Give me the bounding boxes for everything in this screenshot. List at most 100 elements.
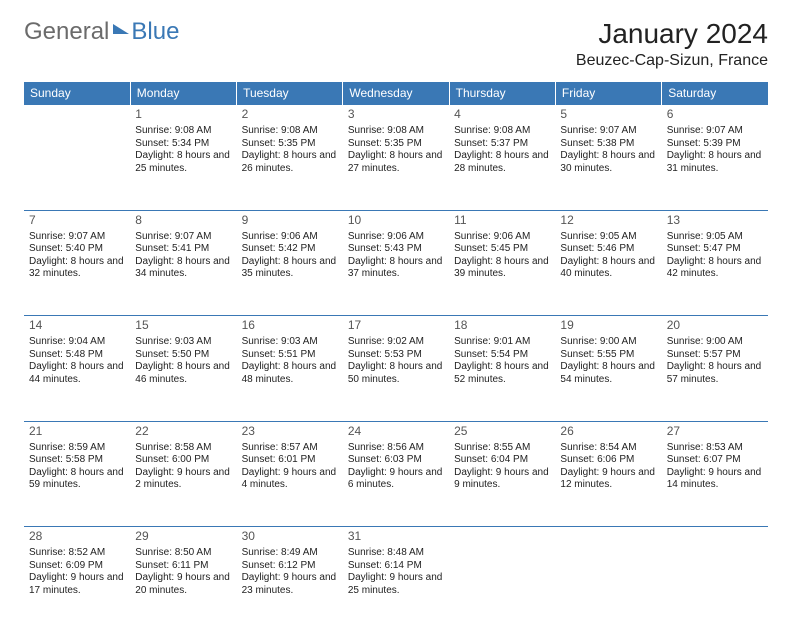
day-number-cell: 30	[237, 527, 343, 545]
day-content-cell: Sunrise: 9:03 AMSunset: 5:50 PMDaylight:…	[130, 333, 236, 421]
daylight-line: Daylight: 9 hours and 4 minutes.	[242, 467, 338, 492]
day-content-cell: Sunrise: 9:06 AMSunset: 5:43 PMDaylight:…	[343, 228, 449, 316]
sunset-line: Sunset: 6:06 PM	[560, 454, 656, 467]
day-content-cell: Sunrise: 9:06 AMSunset: 5:45 PMDaylight:…	[449, 228, 555, 316]
day-number-cell: 6	[662, 105, 768, 123]
month-title: January 2024	[576, 18, 768, 50]
day-number-cell: 11	[449, 210, 555, 228]
sunrise-line: Sunrise: 9:08 AM	[348, 125, 444, 138]
daylight-line: Daylight: 8 hours and 54 minutes.	[560, 361, 656, 386]
logo-part1: General	[24, 18, 109, 46]
daylight-line: Daylight: 8 hours and 34 minutes.	[135, 256, 231, 281]
day-number: 9	[242, 213, 338, 228]
day-number: 22	[135, 424, 231, 439]
week-content-row: Sunrise: 9:08 AM Sunset: 5:34 PM Daylight:…	[24, 122, 768, 210]
sunset-line: Sunset: 5:47 PM	[667, 243, 763, 256]
day-number: 5	[560, 107, 656, 122]
week-number-row: 21222324252627	[24, 421, 768, 439]
day-number: 6	[667, 107, 763, 122]
daylight-line: Daylight: 8 hours and 31 minutes.	[667, 150, 763, 175]
sunset-line: Sunset: 6:09 PM	[29, 560, 125, 573]
daylight-line: Daylight: 9 hours and 6 minutes.	[348, 467, 444, 492]
day-number: 30	[242, 529, 338, 544]
sunrise-line: Sunrise: 9:07 AM	[29, 231, 125, 244]
daylight-line: Daylight: 9 hours and 12 minutes.	[560, 467, 656, 492]
day-content-cell: Sunrise: 8:56 AMSunset: 6:03 PMDaylight:…	[343, 439, 449, 527]
day-content-cell: Sunrise: 9:06 AMSunset: 5:42 PMDaylight:…	[237, 228, 343, 316]
weekday-header: Monday	[130, 82, 236, 105]
day-content-cell: Sunrise: 9:07 AMSunset: 5:41 PMDaylight:…	[130, 228, 236, 316]
day-content-cell: Sunrise: 9:03 AMSunset: 5:51 PMDaylight:…	[237, 333, 343, 421]
day-number-cell: 2	[237, 105, 343, 123]
day-number-cell: 28	[24, 527, 130, 545]
sunset-line: Sunset: 5:40 PM	[29, 243, 125, 256]
sunrise-line: Sunrise: 8:49 AM	[242, 547, 338, 560]
day-number-cell	[449, 527, 555, 545]
sunset-line: Sunset: 6:11 PM	[135, 560, 231, 573]
day-content-cell: Sunrise: 9:08 AMSunset: 5:34 PMDaylight:…	[130, 122, 236, 210]
week-number-row: 78910111213	[24, 210, 768, 228]
day-number-cell: 26	[555, 421, 661, 439]
weekday-header: Wednesday	[343, 82, 449, 105]
sunrise-line: Sunrise: 8:55 AM	[454, 442, 550, 455]
day-number-cell: 19	[555, 316, 661, 334]
day-number-cell: 12	[555, 210, 661, 228]
day-number-cell: 3	[343, 105, 449, 123]
day-number-cell: 21	[24, 421, 130, 439]
week-number-row: 14151617181920	[24, 316, 768, 334]
sunset-line: Sunset: 6:03 PM	[348, 454, 444, 467]
day-number: 18	[454, 318, 550, 333]
week-content-row: Sunrise: 8:59 AMSunset: 5:58 PMDaylight:…	[24, 439, 768, 527]
daylight-line: Daylight: 9 hours and 9 minutes.	[454, 467, 550, 492]
sunset-line: Sunset: 5:45 PM	[454, 243, 550, 256]
day-number-cell: 25	[449, 421, 555, 439]
day-number: 11	[454, 213, 550, 228]
day-content-cell: Sunrise: 9:07 AMSunset: 5:39 PMDaylight:…	[662, 122, 768, 210]
sunrise-line: Sunrise: 8:50 AM	[135, 547, 231, 560]
day-number-cell: 9	[237, 210, 343, 228]
day-number: 7	[29, 213, 125, 228]
sunset-line: Sunset: 5:34 PM	[135, 138, 231, 151]
daylight-line: Daylight: 9 hours and 2 minutes.	[135, 467, 231, 492]
daylight-line: Daylight: 8 hours and 48 minutes.	[242, 361, 338, 386]
day-number-cell: 13	[662, 210, 768, 228]
day-number: 25	[454, 424, 550, 439]
day-number: 29	[135, 529, 231, 544]
day-number-cell: 29	[130, 527, 236, 545]
daylight-line: Daylight: 8 hours and 39 minutes.	[454, 256, 550, 281]
sunset-line: Sunset: 5:37 PM	[454, 138, 550, 151]
daylight-line: Daylight: 8 hours and 27 minutes.	[348, 150, 444, 175]
daylight-line: Daylight: 8 hours and 30 minutes.	[560, 150, 656, 175]
day-number: 3	[348, 107, 444, 122]
day-number: 17	[348, 318, 444, 333]
day-number-cell: 16	[237, 316, 343, 334]
logo-part2: Blue	[131, 18, 179, 46]
day-content-cell: Sunrise: 8:50 AMSunset: 6:11 PMDaylight:…	[130, 544, 236, 632]
daylight-line: Daylight: 8 hours and 28 minutes.	[454, 150, 550, 175]
sunset-line: Sunset: 5:48 PM	[29, 349, 125, 362]
day-content-cell: Sunrise: 9:05 AMSunset: 5:46 PMDaylight:…	[555, 228, 661, 316]
sunset-line: Sunset: 5:42 PM	[242, 243, 338, 256]
sunrise-line: Sunrise: 9:07 AM	[667, 125, 763, 138]
day-number: 15	[135, 318, 231, 333]
day-number-cell: 5	[555, 105, 661, 123]
weekday-header: Tuesday	[237, 82, 343, 105]
sunrise-line: Sunrise: 8:48 AM	[348, 547, 444, 560]
daylight-line: Daylight: 8 hours and 52 minutes.	[454, 361, 550, 386]
day-content-cell	[662, 544, 768, 632]
day-number-cell: 15	[130, 316, 236, 334]
day-number-cell: 22	[130, 421, 236, 439]
day-number-cell: 27	[662, 421, 768, 439]
day-number: 24	[348, 424, 444, 439]
day-number: 16	[242, 318, 338, 333]
sunrise-line: Sunrise: 9:07 AM	[560, 125, 656, 138]
sunrise-line: Sunrise: 9:00 AM	[560, 336, 656, 349]
sunrise-line: Sunrise: 9:01 AM	[454, 336, 550, 349]
weekday-header-row: SundayMondayTuesdayWednesdayThursdayFrid…	[24, 82, 768, 105]
day-number: 14	[29, 318, 125, 333]
day-number-cell: 4	[449, 105, 555, 123]
sunset-line: Sunset: 5:35 PM	[242, 138, 338, 151]
day-number: 19	[560, 318, 656, 333]
daylight-line: Daylight: 8 hours and 42 minutes.	[667, 256, 763, 281]
day-content-cell	[24, 122, 130, 210]
